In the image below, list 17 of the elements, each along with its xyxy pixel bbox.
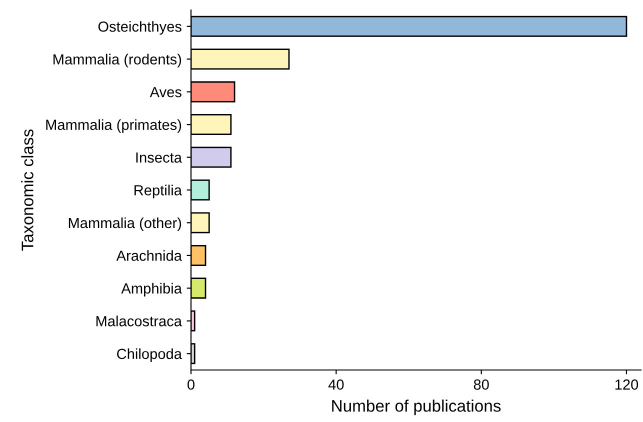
x-tick-label: 0 [188,379,194,390]
y-tick-label: Chilopoda [117,348,182,362]
x-tick-label: 40 [328,379,344,390]
y-tick-label: Aves [150,87,182,98]
y-tick-label: Reptilia [134,184,182,198]
y-tick-label: Osteichthyes [98,21,182,35]
y-tick-label: Mammalia (rodents) [54,54,182,68]
y-axis-title: Taxonomic class [21,129,34,251]
y-tick-label: Arachnida [116,250,182,261]
x-axis-title: Number of publications [332,400,501,416]
y-tick-label: Mammalia (other) [68,217,182,232]
y-tick-label: Mammalia (primates) [46,119,182,133]
x-tick-label: 120 [615,379,638,390]
y-tick-label: Insecta [136,152,182,163]
x-tick-label: 80 [474,379,489,390]
y-tick-label: Amphibia [121,282,182,296]
y-tick-label: Malacostraca [96,316,182,326]
